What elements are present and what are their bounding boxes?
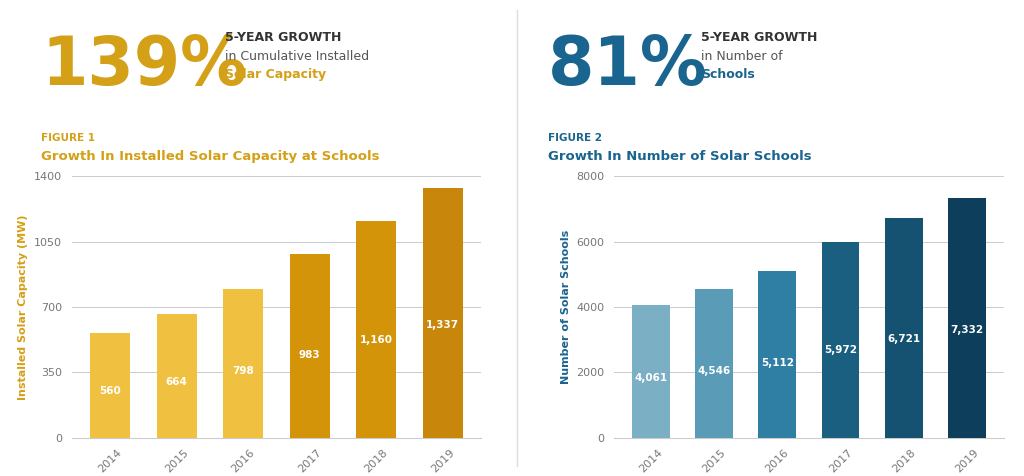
Bar: [157, 314, 197, 438]
Text: 5,972: 5,972: [824, 345, 857, 355]
Text: Schools: Schools: [701, 68, 755, 80]
Text: FIGURE 2: FIGURE 2: [548, 133, 602, 143]
Text: in Number of: in Number of: [701, 50, 783, 63]
Text: 4,546: 4,546: [697, 366, 731, 376]
Text: 6,721: 6,721: [887, 334, 921, 344]
Text: Solar Capacity: Solar Capacity: [225, 68, 327, 80]
Bar: [695, 289, 733, 438]
Text: 1,160: 1,160: [359, 335, 393, 345]
Text: 664: 664: [166, 377, 187, 387]
Bar: [423, 188, 463, 438]
Y-axis label: Number of Solar Schools: Number of Solar Schools: [561, 230, 571, 384]
Text: 5-YEAR GROWTH: 5-YEAR GROWTH: [701, 31, 818, 44]
Text: Growth In Installed Solar Capacity at Schools: Growth In Installed Solar Capacity at Sc…: [41, 150, 380, 163]
Text: 1,337: 1,337: [426, 320, 460, 330]
Text: 798: 798: [232, 366, 254, 376]
Text: 4,061: 4,061: [635, 373, 668, 383]
Text: Growth In Number of Solar Schools: Growth In Number of Solar Schools: [548, 150, 811, 163]
Bar: [356, 221, 396, 438]
Y-axis label: Installed Solar Capacity (MW): Installed Solar Capacity (MW): [18, 214, 29, 400]
Text: 983: 983: [299, 350, 321, 360]
Bar: [759, 271, 797, 438]
Bar: [821, 242, 859, 438]
Text: 5,112: 5,112: [761, 357, 794, 367]
Bar: [290, 254, 330, 438]
Text: 5-YEAR GROWTH: 5-YEAR GROWTH: [225, 31, 342, 44]
Text: 7,332: 7,332: [950, 325, 983, 335]
Text: in Cumulative Installed: in Cumulative Installed: [225, 50, 370, 63]
Text: 560: 560: [99, 386, 121, 396]
Bar: [223, 288, 263, 438]
Text: 81%: 81%: [548, 33, 708, 99]
Text: 139%: 139%: [41, 33, 247, 99]
Bar: [885, 218, 923, 438]
Bar: [90, 333, 130, 438]
Bar: [632, 305, 670, 438]
Bar: [948, 198, 986, 438]
Text: FIGURE 1: FIGURE 1: [41, 133, 95, 143]
